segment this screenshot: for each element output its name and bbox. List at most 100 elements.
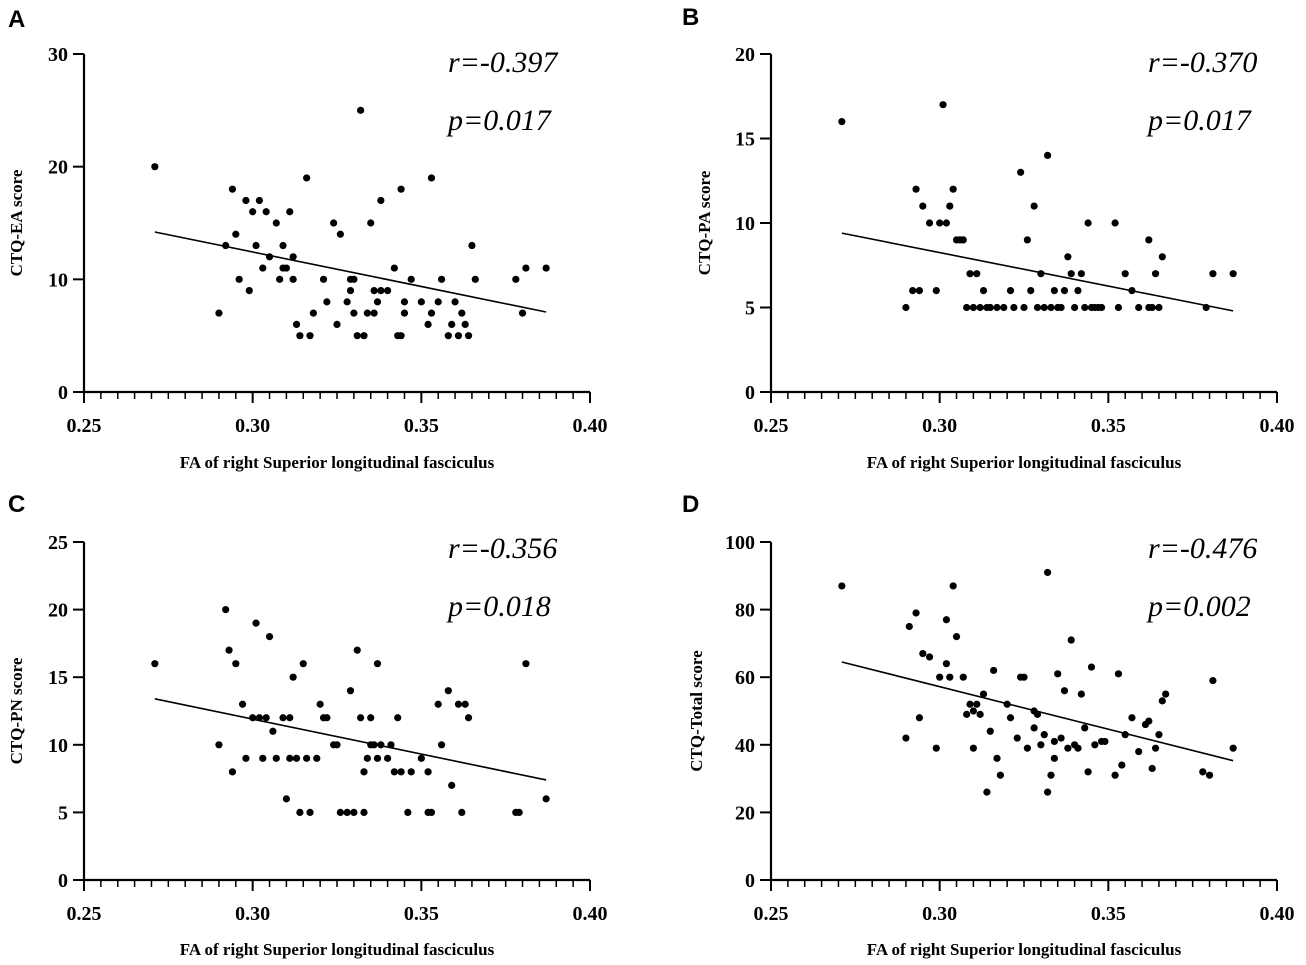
data-point xyxy=(289,253,297,261)
data-point xyxy=(939,101,947,109)
data-point xyxy=(464,332,473,340)
data-point xyxy=(1128,287,1136,295)
data-point xyxy=(417,298,425,306)
data-point xyxy=(427,309,436,317)
data-point xyxy=(255,714,264,722)
data-point xyxy=(222,241,230,250)
data-point xyxy=(259,264,267,272)
data-point xyxy=(444,687,452,695)
data-point xyxy=(1040,731,1048,739)
data-point xyxy=(306,808,314,817)
data-point xyxy=(969,707,978,715)
data-point xyxy=(518,309,527,317)
y-axis-title: CTQ-Total score xyxy=(687,650,706,772)
data-point xyxy=(986,303,994,312)
data-point xyxy=(336,808,344,817)
data-point xyxy=(902,303,910,312)
data-point xyxy=(1151,744,1160,752)
x-tick-label: 0.40 xyxy=(573,415,608,437)
y-axis-title: CTQ-PN score xyxy=(7,657,26,764)
data-point xyxy=(909,287,917,295)
y-tick-label: 0 xyxy=(58,382,68,404)
data-point xyxy=(252,619,260,627)
data-point xyxy=(397,332,405,340)
data-point xyxy=(1030,724,1038,732)
data-point xyxy=(242,196,250,205)
data-point xyxy=(357,106,365,114)
data-point xyxy=(367,219,375,227)
data-point xyxy=(427,174,436,182)
data-point xyxy=(336,230,344,238)
data-point xyxy=(1081,303,1089,312)
data-point xyxy=(1148,303,1156,312)
data-point xyxy=(316,700,324,708)
panel-letter: D xyxy=(682,491,699,518)
data-point xyxy=(1084,219,1092,227)
data-point xyxy=(394,714,402,722)
data-point xyxy=(1060,287,1069,295)
data-point xyxy=(360,808,368,817)
data-point xyxy=(245,287,253,295)
data-point xyxy=(1205,771,1214,779)
data-point xyxy=(292,320,301,328)
data-point xyxy=(1047,771,1055,779)
data-point xyxy=(986,727,994,735)
data-point xyxy=(1013,734,1021,742)
data-point xyxy=(915,714,924,722)
data-point xyxy=(925,219,934,227)
data-point xyxy=(454,700,463,708)
data-point xyxy=(990,666,998,675)
data-point xyxy=(1027,287,1035,295)
data-point xyxy=(434,700,442,708)
data-point xyxy=(1020,303,1028,312)
data-point xyxy=(222,606,230,614)
data-point xyxy=(1064,253,1072,261)
data-point xyxy=(1064,744,1072,752)
data-point xyxy=(919,202,927,210)
data-point xyxy=(976,710,984,718)
data-point xyxy=(1030,202,1038,210)
data-point xyxy=(966,270,974,278)
data-point xyxy=(1074,744,1082,752)
x-tick-label: 0.30 xyxy=(922,903,957,925)
x-tick-label: 0.40 xyxy=(1260,903,1295,925)
data-point xyxy=(1121,270,1129,278)
data-point xyxy=(1128,714,1136,722)
data-point xyxy=(461,700,469,708)
data-point xyxy=(969,744,978,752)
data-point xyxy=(1121,731,1129,739)
data-point xyxy=(282,795,290,803)
data-point xyxy=(400,298,409,306)
data-point xyxy=(993,754,1001,762)
data-point xyxy=(427,808,436,817)
data-point xyxy=(912,609,920,617)
data-point xyxy=(1229,744,1237,752)
data-point xyxy=(407,768,415,776)
data-point xyxy=(451,298,459,306)
data-point xyxy=(303,754,311,762)
data-point xyxy=(1057,734,1065,742)
data-point xyxy=(343,808,351,817)
y-tick-label: 25 xyxy=(48,532,68,554)
data-point xyxy=(1158,253,1166,261)
data-point xyxy=(1023,744,1031,752)
data-point xyxy=(151,660,159,668)
x-tick-label: 0.25 xyxy=(754,415,789,437)
data-point xyxy=(448,320,456,328)
data-point xyxy=(1145,717,1153,725)
x-axis-title: FA of right Superior longitudinal fascic… xyxy=(867,453,1182,472)
data-point xyxy=(1010,303,1018,312)
y-axis-title: CTQ-EA score xyxy=(7,169,26,276)
data-point xyxy=(1033,303,1042,312)
data-point xyxy=(407,275,415,283)
data-point xyxy=(286,714,294,722)
data-point xyxy=(1054,670,1062,678)
data-point xyxy=(1229,270,1237,278)
data-point xyxy=(306,332,314,340)
x-tick-label: 0.25 xyxy=(67,903,102,925)
data-point xyxy=(377,287,385,295)
y-axis-title: CTQ-PA score xyxy=(695,170,714,275)
data-point xyxy=(966,700,974,708)
data-point xyxy=(936,673,944,681)
